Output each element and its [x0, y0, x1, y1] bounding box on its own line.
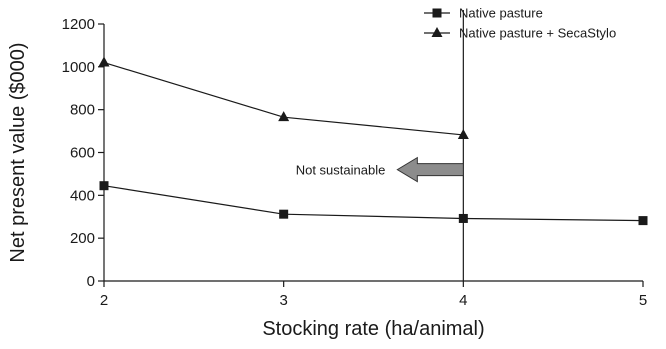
y-tick-label: 200: [70, 230, 95, 247]
legend-item: Native pasture: [424, 6, 543, 21]
legend-label: Native pasture: [459, 6, 543, 21]
left-arrow-icon: [396, 156, 464, 183]
series-native-pasture-secastylo: [98, 56, 469, 139]
data-point: [98, 56, 110, 67]
series-native-pasture: [99, 181, 648, 226]
y-tick-label: 0: [87, 273, 95, 290]
triangle-marker-icon: [431, 27, 443, 37]
legend-label: Native pasture + SecaStylo: [459, 26, 616, 41]
data-point: [457, 128, 469, 139]
series-line: [103, 185, 644, 222]
y-tick-label: 1000: [62, 59, 95, 76]
y-tick-label: 800: [70, 102, 95, 119]
data-point: [638, 216, 648, 226]
legend: Native pasture Native pasture + SecaStylo: [424, 6, 616, 41]
data-point: [458, 213, 468, 223]
x-tick-label: 5: [639, 292, 647, 309]
x-axis-title: Stocking rate (ha/animal): [262, 318, 484, 340]
data-point: [278, 111, 290, 122]
y-axis-title: Net present value ($000): [7, 42, 29, 262]
x-axis-ticks: 2 3 4 5: [100, 281, 647, 309]
x-tick-label: 3: [279, 292, 287, 309]
not-sustainable-annotation: Not sustainable: [296, 156, 464, 183]
y-tick-label: 1200: [62, 16, 95, 33]
y-tick-label: 600: [70, 145, 95, 162]
series-line: [103, 61, 464, 136]
data-point: [279, 209, 289, 219]
legend-item: Native pasture + SecaStylo: [424, 26, 616, 41]
y-axis-ticks: 0 200 400 600 800 1000 1200: [62, 16, 104, 290]
series-layer: [98, 56, 648, 226]
data-point: [99, 181, 109, 191]
not-sustainable-label: Not sustainable: [296, 163, 386, 178]
x-tick-label: 2: [100, 292, 108, 309]
axes: [103, 24, 643, 282]
x-tick-label: 4: [459, 292, 467, 309]
y-tick-label: 400: [70, 187, 95, 204]
square-marker-icon: [432, 8, 442, 18]
